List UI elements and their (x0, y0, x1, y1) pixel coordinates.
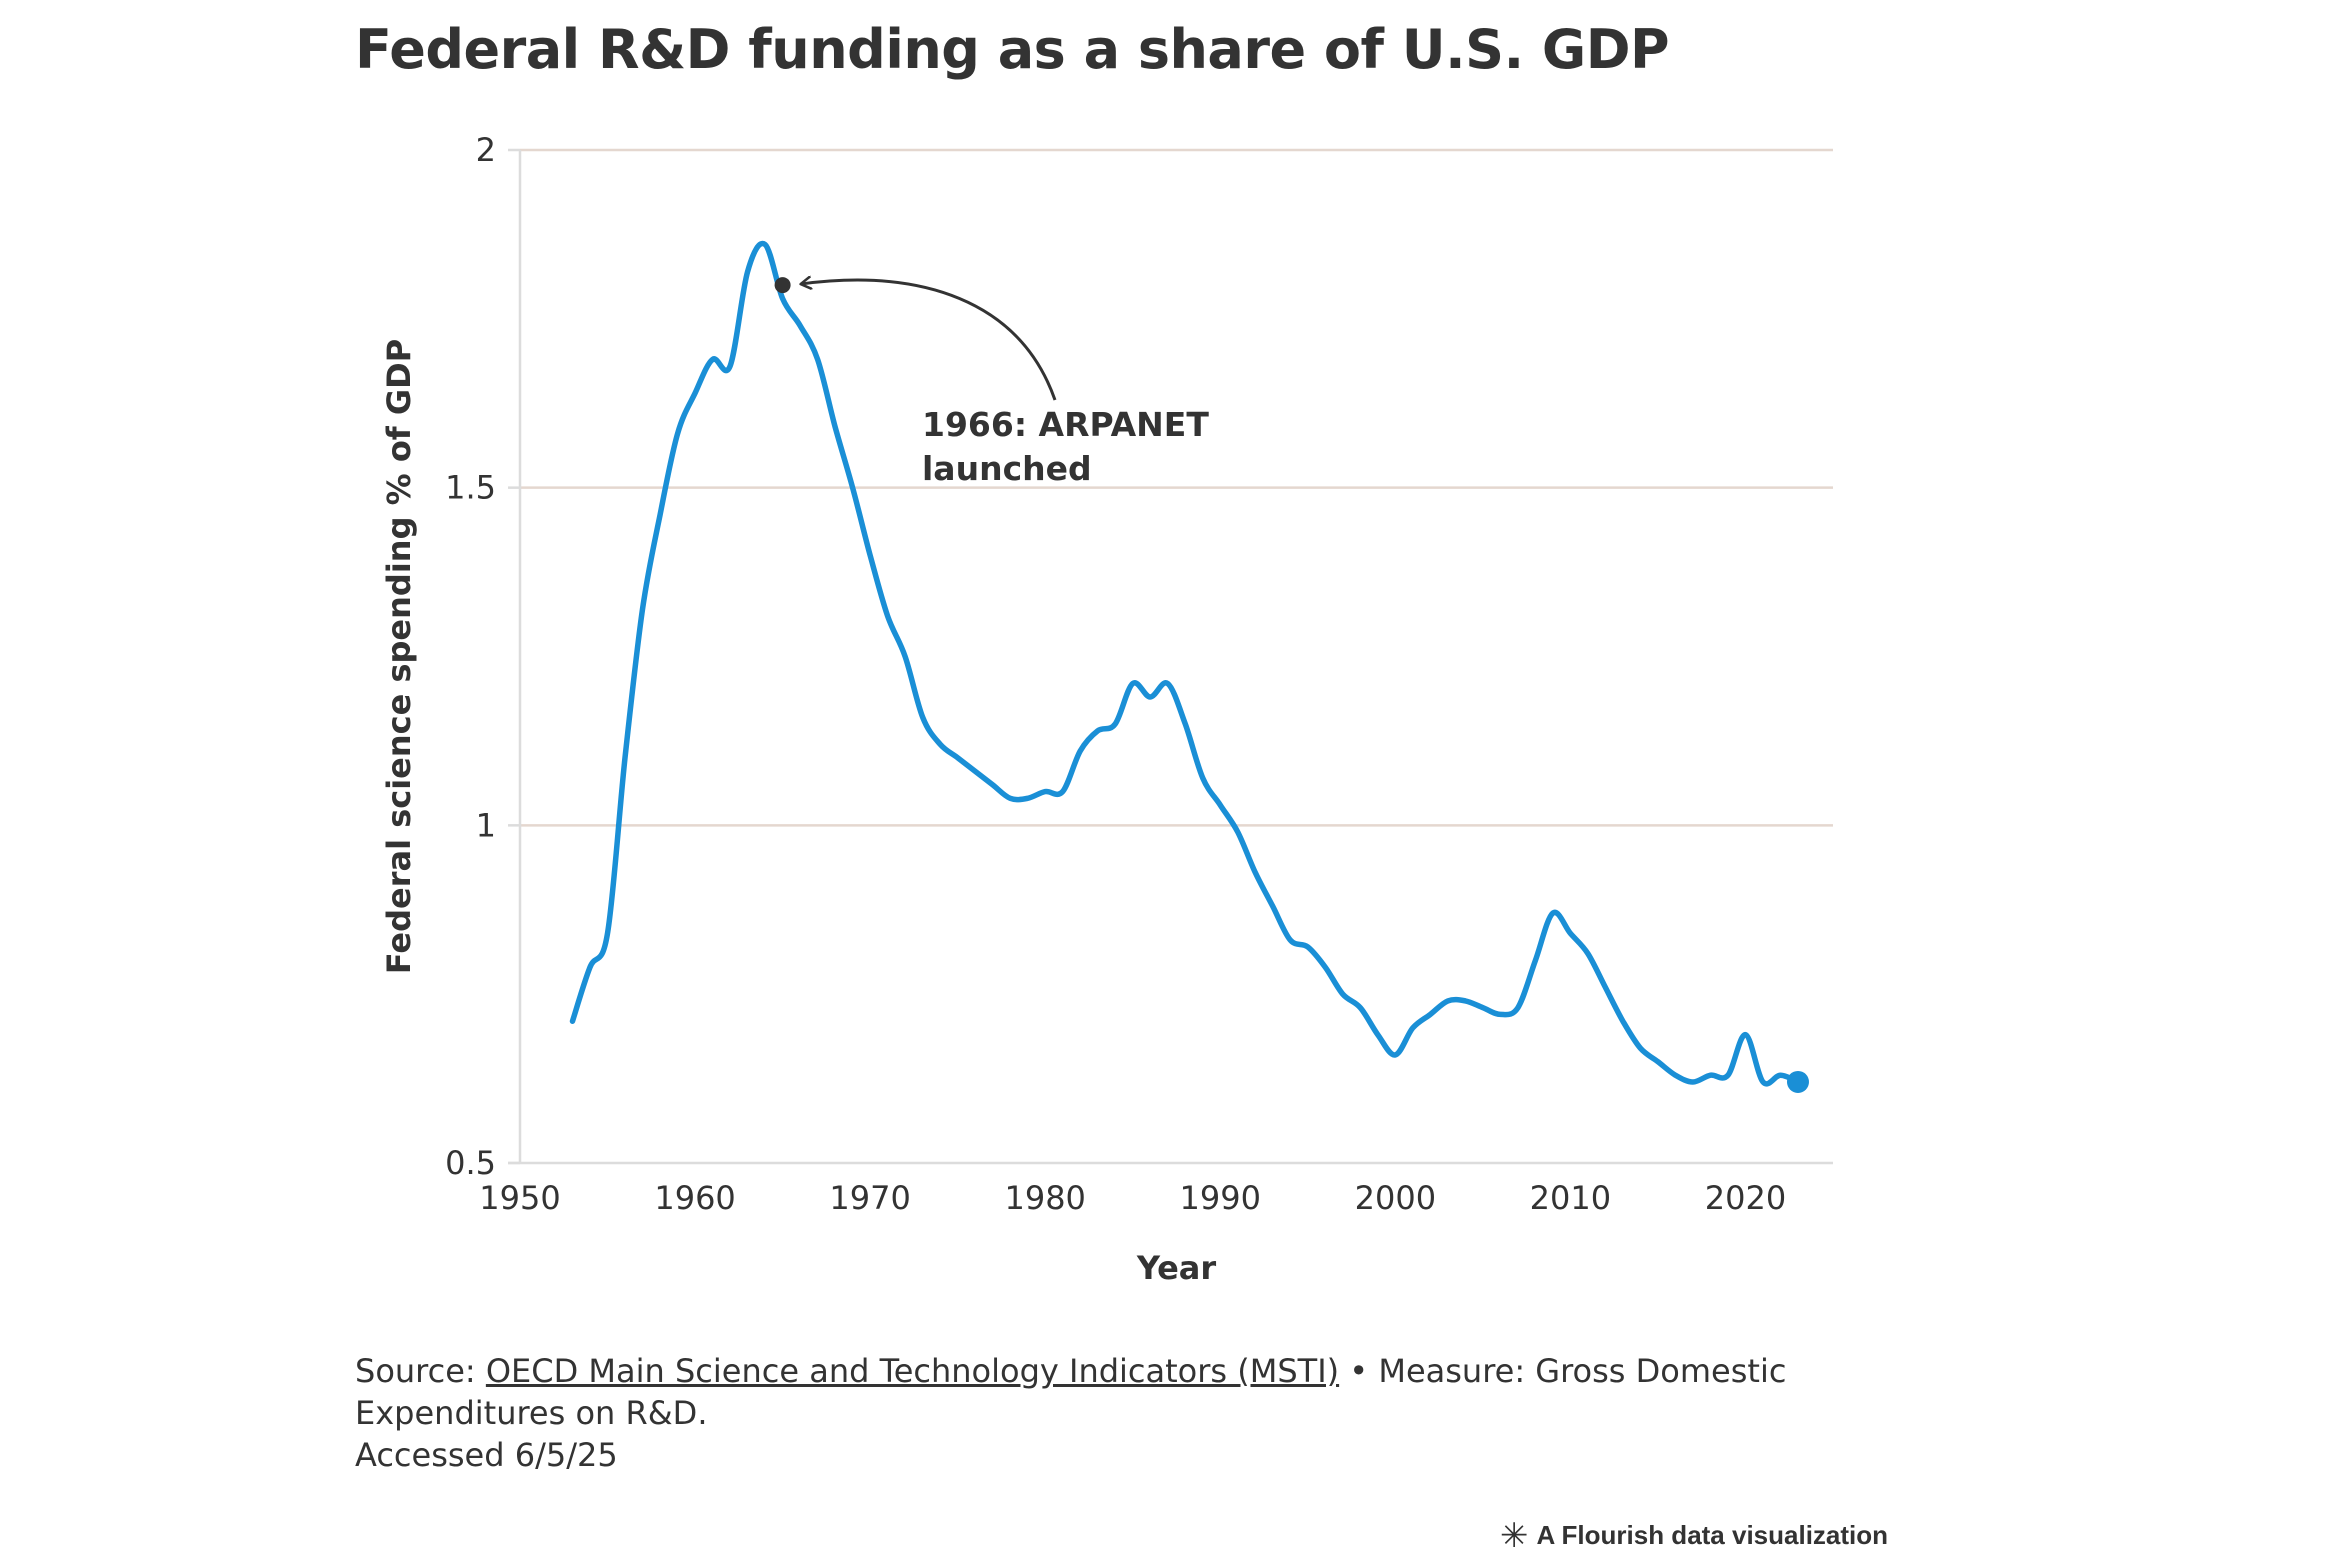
chart-footer: Source: OECD Main Science and Technology… (355, 1350, 1915, 1476)
x-tick-label: 1990 (1180, 1179, 1261, 1217)
x-tick-label: 1970 (829, 1179, 910, 1217)
y-tick-label: 2 (476, 131, 496, 169)
series-layer (569, 240, 1809, 1093)
y-tick-label: 1 (476, 806, 496, 844)
annotation-layer: 1966: ARPANET launched (774, 277, 1209, 488)
chart-title: Federal R&D funding as a share of U.S. G… (355, 18, 1670, 81)
x-tick-label: 1960 (654, 1179, 735, 1217)
source-suffix: • Measure: Gross Domestic Expenditures o… (355, 1352, 1787, 1432)
x-axis-title: Year (1136, 1249, 1217, 1287)
annotation-label-line2: launched (922, 449, 1092, 488)
annotation-arrow (801, 280, 1057, 401)
credit-text: A Flourish data visualization (1536, 1520, 1889, 1550)
source-link[interactable]: OECD Main Science and Technology Indicat… (485, 1352, 1340, 1390)
accessed-date: Accessed 6/5/25 (355, 1436, 618, 1474)
last-point-marker (1786, 1070, 1809, 1093)
x-tick-label: 2020 (1705, 1179, 1786, 1217)
gridlines (520, 148, 1833, 827)
y-tick-label: 0.5 (445, 1144, 496, 1182)
flourish-star-icon: ✳ (1500, 1516, 1529, 1555)
x-tick-label: 1950 (479, 1179, 560, 1217)
x-tick-label: 1980 (1004, 1179, 1085, 1217)
y-axis-title: Federal science spending % of GDP (380, 339, 418, 974)
flourish-credit[interactable]: ✳ A Flourish data visualization (1500, 1516, 1889, 1555)
annotation-label-line1: 1966: ARPANET (922, 405, 1209, 444)
y-tick-label: 1.5 (445, 469, 496, 507)
x-tick-label: 2010 (1530, 1179, 1611, 1217)
source-prefix: Source: (355, 1352, 486, 1390)
axes: 0.5 1 1.5 2 1950 1960 1970 1980 1990 2000 2010 2020… (380, 131, 1833, 1287)
series-line (569, 240, 1801, 1087)
x-tick-label: 2000 (1355, 1179, 1436, 1217)
annotation-point (774, 277, 791, 294)
